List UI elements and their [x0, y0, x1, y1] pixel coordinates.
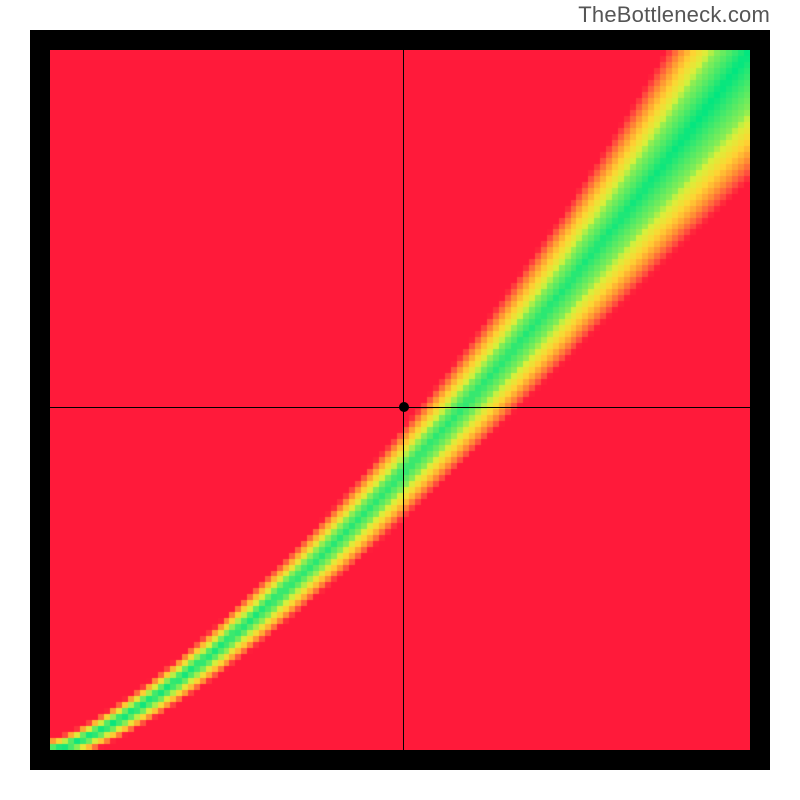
chart-frame: [30, 30, 770, 770]
marker-point: [399, 402, 409, 412]
heatmap-canvas: [50, 50, 750, 750]
chart-container: TheBottleneck.com: [0, 0, 800, 800]
heatmap-plot: [50, 50, 750, 750]
crosshair-vertical: [403, 50, 404, 750]
watermark-text: TheBottleneck.com: [578, 2, 770, 28]
